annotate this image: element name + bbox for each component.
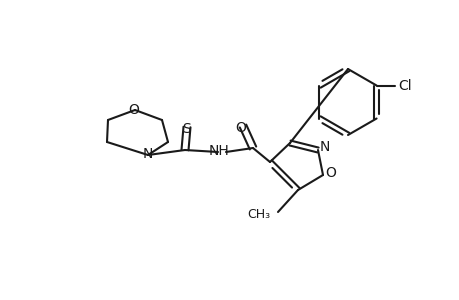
Text: O: O bbox=[235, 121, 246, 135]
Text: O: O bbox=[128, 103, 139, 117]
Text: N: N bbox=[142, 147, 153, 161]
Text: S: S bbox=[182, 122, 191, 136]
Text: CH₃: CH₃ bbox=[246, 208, 269, 221]
Text: N: N bbox=[319, 140, 330, 154]
Text: Cl: Cl bbox=[397, 79, 410, 92]
Text: O: O bbox=[325, 166, 336, 180]
Text: NH: NH bbox=[208, 144, 229, 158]
